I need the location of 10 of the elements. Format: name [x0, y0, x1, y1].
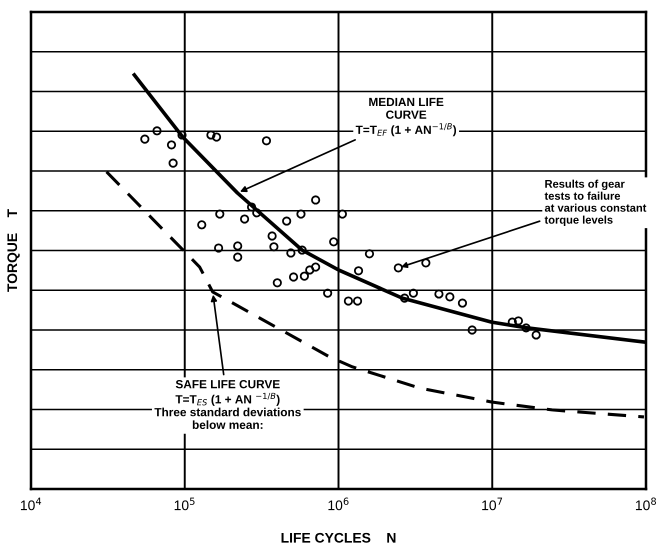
- x-tick-label: 10$^{5}$: [174, 498, 195, 510]
- annotation: MEDIAN LIFE CURVE T=T$_{EF}$ (1 + AN$^{−1/B}$): [356, 98, 456, 136]
- x-tick-label: 10$^{7}$: [482, 498, 502, 510]
- y-axis-title: TORQUE T: [7, 209, 20, 292]
- x-tick-label: 10$^{4}$: [20, 498, 42, 510]
- annotation: Results of gear tests to failure at various constant torque levels: [544, 180, 646, 226]
- x-axis-title: LIFE CYCLES N: [282, 532, 396, 543]
- x-tick-label: 10$^{6}$: [328, 498, 349, 510]
- x-tick-label: 10$^{8}$: [636, 498, 656, 510]
- annotation: SAFE LIFE CURVE T=T$_{ES}$ (1 + AN $^{−1/B}$) Three standard deviations below mean:: [154, 380, 301, 430]
